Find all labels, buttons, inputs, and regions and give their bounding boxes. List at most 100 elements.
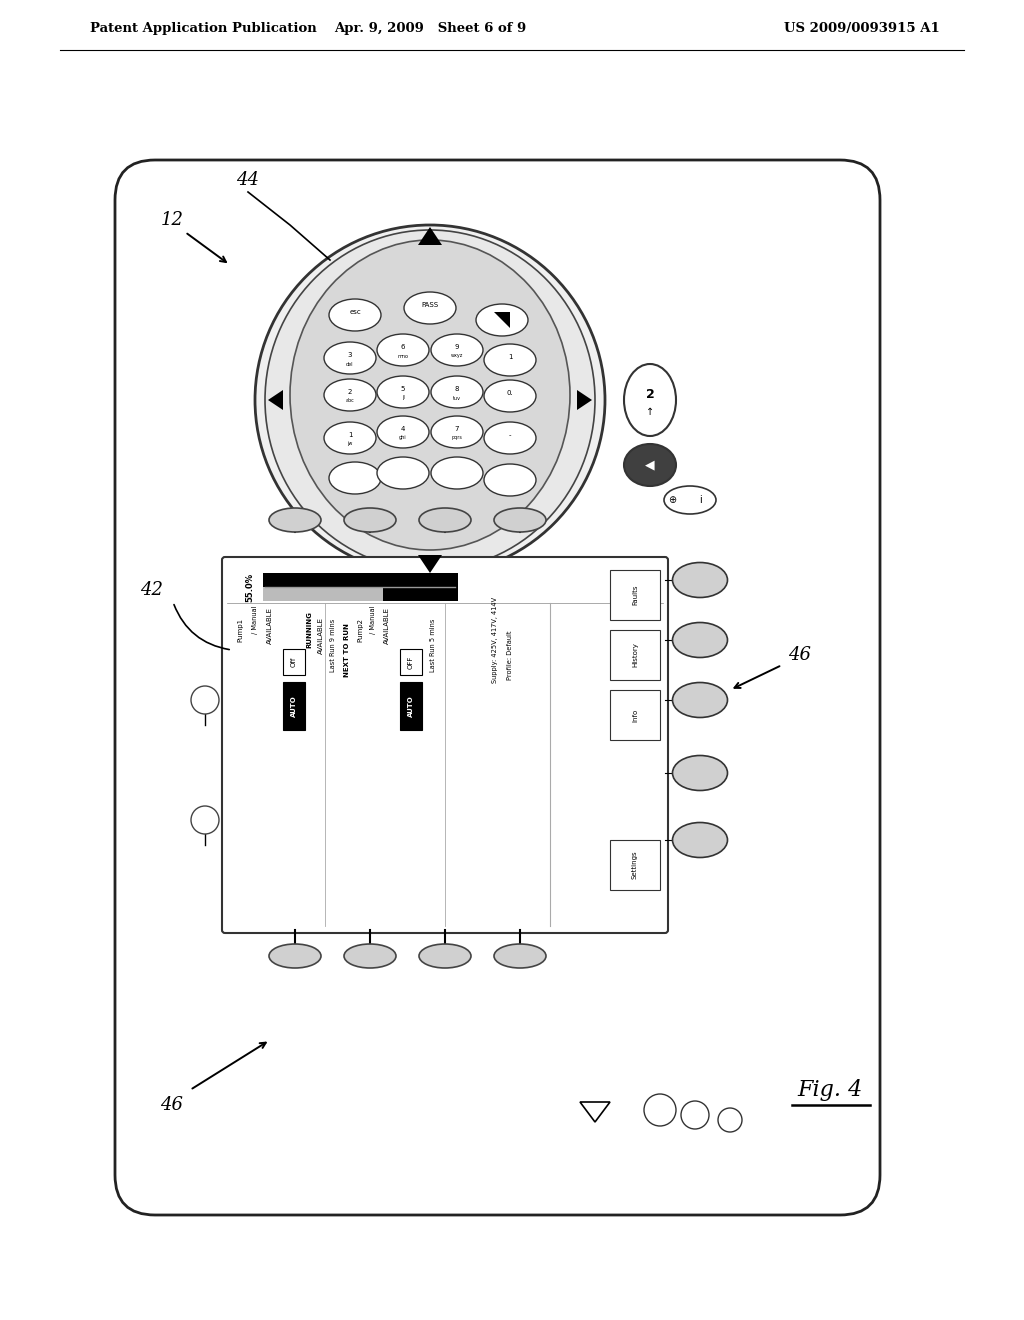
Text: US 2009/0093915 A1: US 2009/0093915 A1 — [784, 22, 940, 36]
Text: Info: Info — [632, 709, 638, 722]
Text: Supply: 425V, 417V, 414V: Supply: 425V, 417V, 414V — [492, 597, 498, 682]
Ellipse shape — [484, 380, 536, 412]
Ellipse shape — [673, 682, 727, 718]
Text: 12: 12 — [161, 211, 183, 228]
Text: AUTO: AUTO — [408, 696, 414, 717]
Text: pqrs: pqrs — [452, 436, 463, 441]
Text: Fig. 4: Fig. 4 — [798, 1078, 862, 1101]
Ellipse shape — [404, 292, 456, 323]
Ellipse shape — [664, 486, 716, 513]
Bar — [263, 573, 458, 601]
Text: AVAILABLE: AVAILABLE — [318, 616, 324, 653]
Text: Apr. 9, 2009   Sheet 6 of 9: Apr. 9, 2009 Sheet 6 of 9 — [334, 22, 526, 36]
Text: 42: 42 — [140, 581, 164, 599]
Ellipse shape — [476, 304, 528, 337]
Ellipse shape — [255, 224, 605, 576]
Ellipse shape — [484, 465, 536, 496]
Ellipse shape — [377, 457, 429, 488]
Polygon shape — [268, 389, 283, 411]
Ellipse shape — [324, 379, 376, 411]
Text: 3: 3 — [348, 352, 352, 358]
Ellipse shape — [431, 376, 483, 408]
Polygon shape — [577, 389, 592, 411]
Bar — [400, 649, 422, 675]
Ellipse shape — [431, 334, 483, 366]
Bar — [610, 630, 660, 680]
Text: / Manual: / Manual — [370, 606, 376, 634]
Text: jl: jl — [401, 396, 404, 400]
Text: 1: 1 — [348, 432, 352, 438]
Text: 9: 9 — [455, 345, 459, 350]
Ellipse shape — [269, 508, 321, 532]
Text: mno: mno — [397, 354, 409, 359]
Text: Profile: Default: Profile: Default — [507, 630, 513, 680]
Text: 0.: 0. — [507, 389, 513, 396]
Circle shape — [644, 1094, 676, 1126]
Text: Pump2: Pump2 — [357, 618, 362, 642]
Text: 46: 46 — [161, 1096, 183, 1114]
Text: AVAILABLE: AVAILABLE — [384, 606, 390, 644]
Text: ghi: ghi — [399, 436, 407, 441]
Ellipse shape — [329, 300, 381, 331]
Ellipse shape — [324, 422, 376, 454]
Text: 8: 8 — [455, 385, 459, 392]
Text: History: History — [632, 643, 638, 668]
Polygon shape — [418, 227, 442, 246]
Circle shape — [191, 807, 219, 834]
Text: / Manual: / Manual — [252, 606, 258, 634]
Ellipse shape — [624, 364, 676, 436]
Text: 55.0%: 55.0% — [245, 573, 254, 602]
Text: Patent Application Publication: Patent Application Publication — [90, 22, 316, 36]
Circle shape — [191, 686, 219, 714]
Ellipse shape — [431, 457, 483, 488]
Bar — [400, 682, 422, 730]
Text: AUTO: AUTO — [291, 696, 297, 717]
Ellipse shape — [344, 508, 396, 532]
Ellipse shape — [265, 230, 595, 570]
Ellipse shape — [673, 822, 727, 858]
Ellipse shape — [290, 240, 570, 550]
Ellipse shape — [419, 508, 471, 532]
Text: i: i — [698, 495, 701, 506]
Bar — [263, 587, 383, 601]
Text: 4: 4 — [400, 426, 406, 432]
Ellipse shape — [419, 944, 471, 968]
Ellipse shape — [624, 444, 676, 486]
Text: esc: esc — [349, 309, 360, 315]
Ellipse shape — [484, 345, 536, 376]
Ellipse shape — [329, 462, 381, 494]
Text: 5: 5 — [400, 385, 406, 392]
Ellipse shape — [484, 422, 536, 454]
Ellipse shape — [324, 342, 376, 374]
Text: ↑: ↑ — [646, 407, 654, 417]
Ellipse shape — [377, 416, 429, 447]
Text: 1: 1 — [508, 354, 512, 360]
FancyBboxPatch shape — [222, 557, 668, 933]
Text: del: del — [346, 362, 353, 367]
Text: Off: Off — [291, 657, 297, 667]
Text: 7: 7 — [455, 426, 459, 432]
Bar — [610, 570, 660, 620]
Text: Last Run 5 mins: Last Run 5 mins — [430, 618, 436, 672]
Circle shape — [718, 1107, 742, 1133]
Ellipse shape — [673, 755, 727, 791]
Ellipse shape — [431, 416, 483, 447]
Text: ⊕: ⊕ — [668, 495, 676, 506]
Ellipse shape — [673, 562, 727, 598]
Text: AVAILABLE: AVAILABLE — [267, 606, 273, 644]
Text: Pump1: Pump1 — [237, 618, 243, 642]
Bar — [283, 649, 305, 675]
Text: ◀: ◀ — [645, 458, 654, 471]
Circle shape — [681, 1101, 709, 1129]
Text: Settings: Settings — [632, 850, 638, 879]
Text: 6: 6 — [400, 345, 406, 350]
Text: Last Run 9 mins: Last Run 9 mins — [330, 618, 336, 672]
Ellipse shape — [673, 623, 727, 657]
Text: jw: jw — [347, 441, 352, 446]
Text: NEXT TO RUN: NEXT TO RUN — [344, 623, 350, 677]
Polygon shape — [418, 554, 442, 573]
Text: OFF: OFF — [408, 655, 414, 669]
Ellipse shape — [377, 334, 429, 366]
Polygon shape — [494, 312, 510, 327]
Text: Faults: Faults — [632, 585, 638, 606]
